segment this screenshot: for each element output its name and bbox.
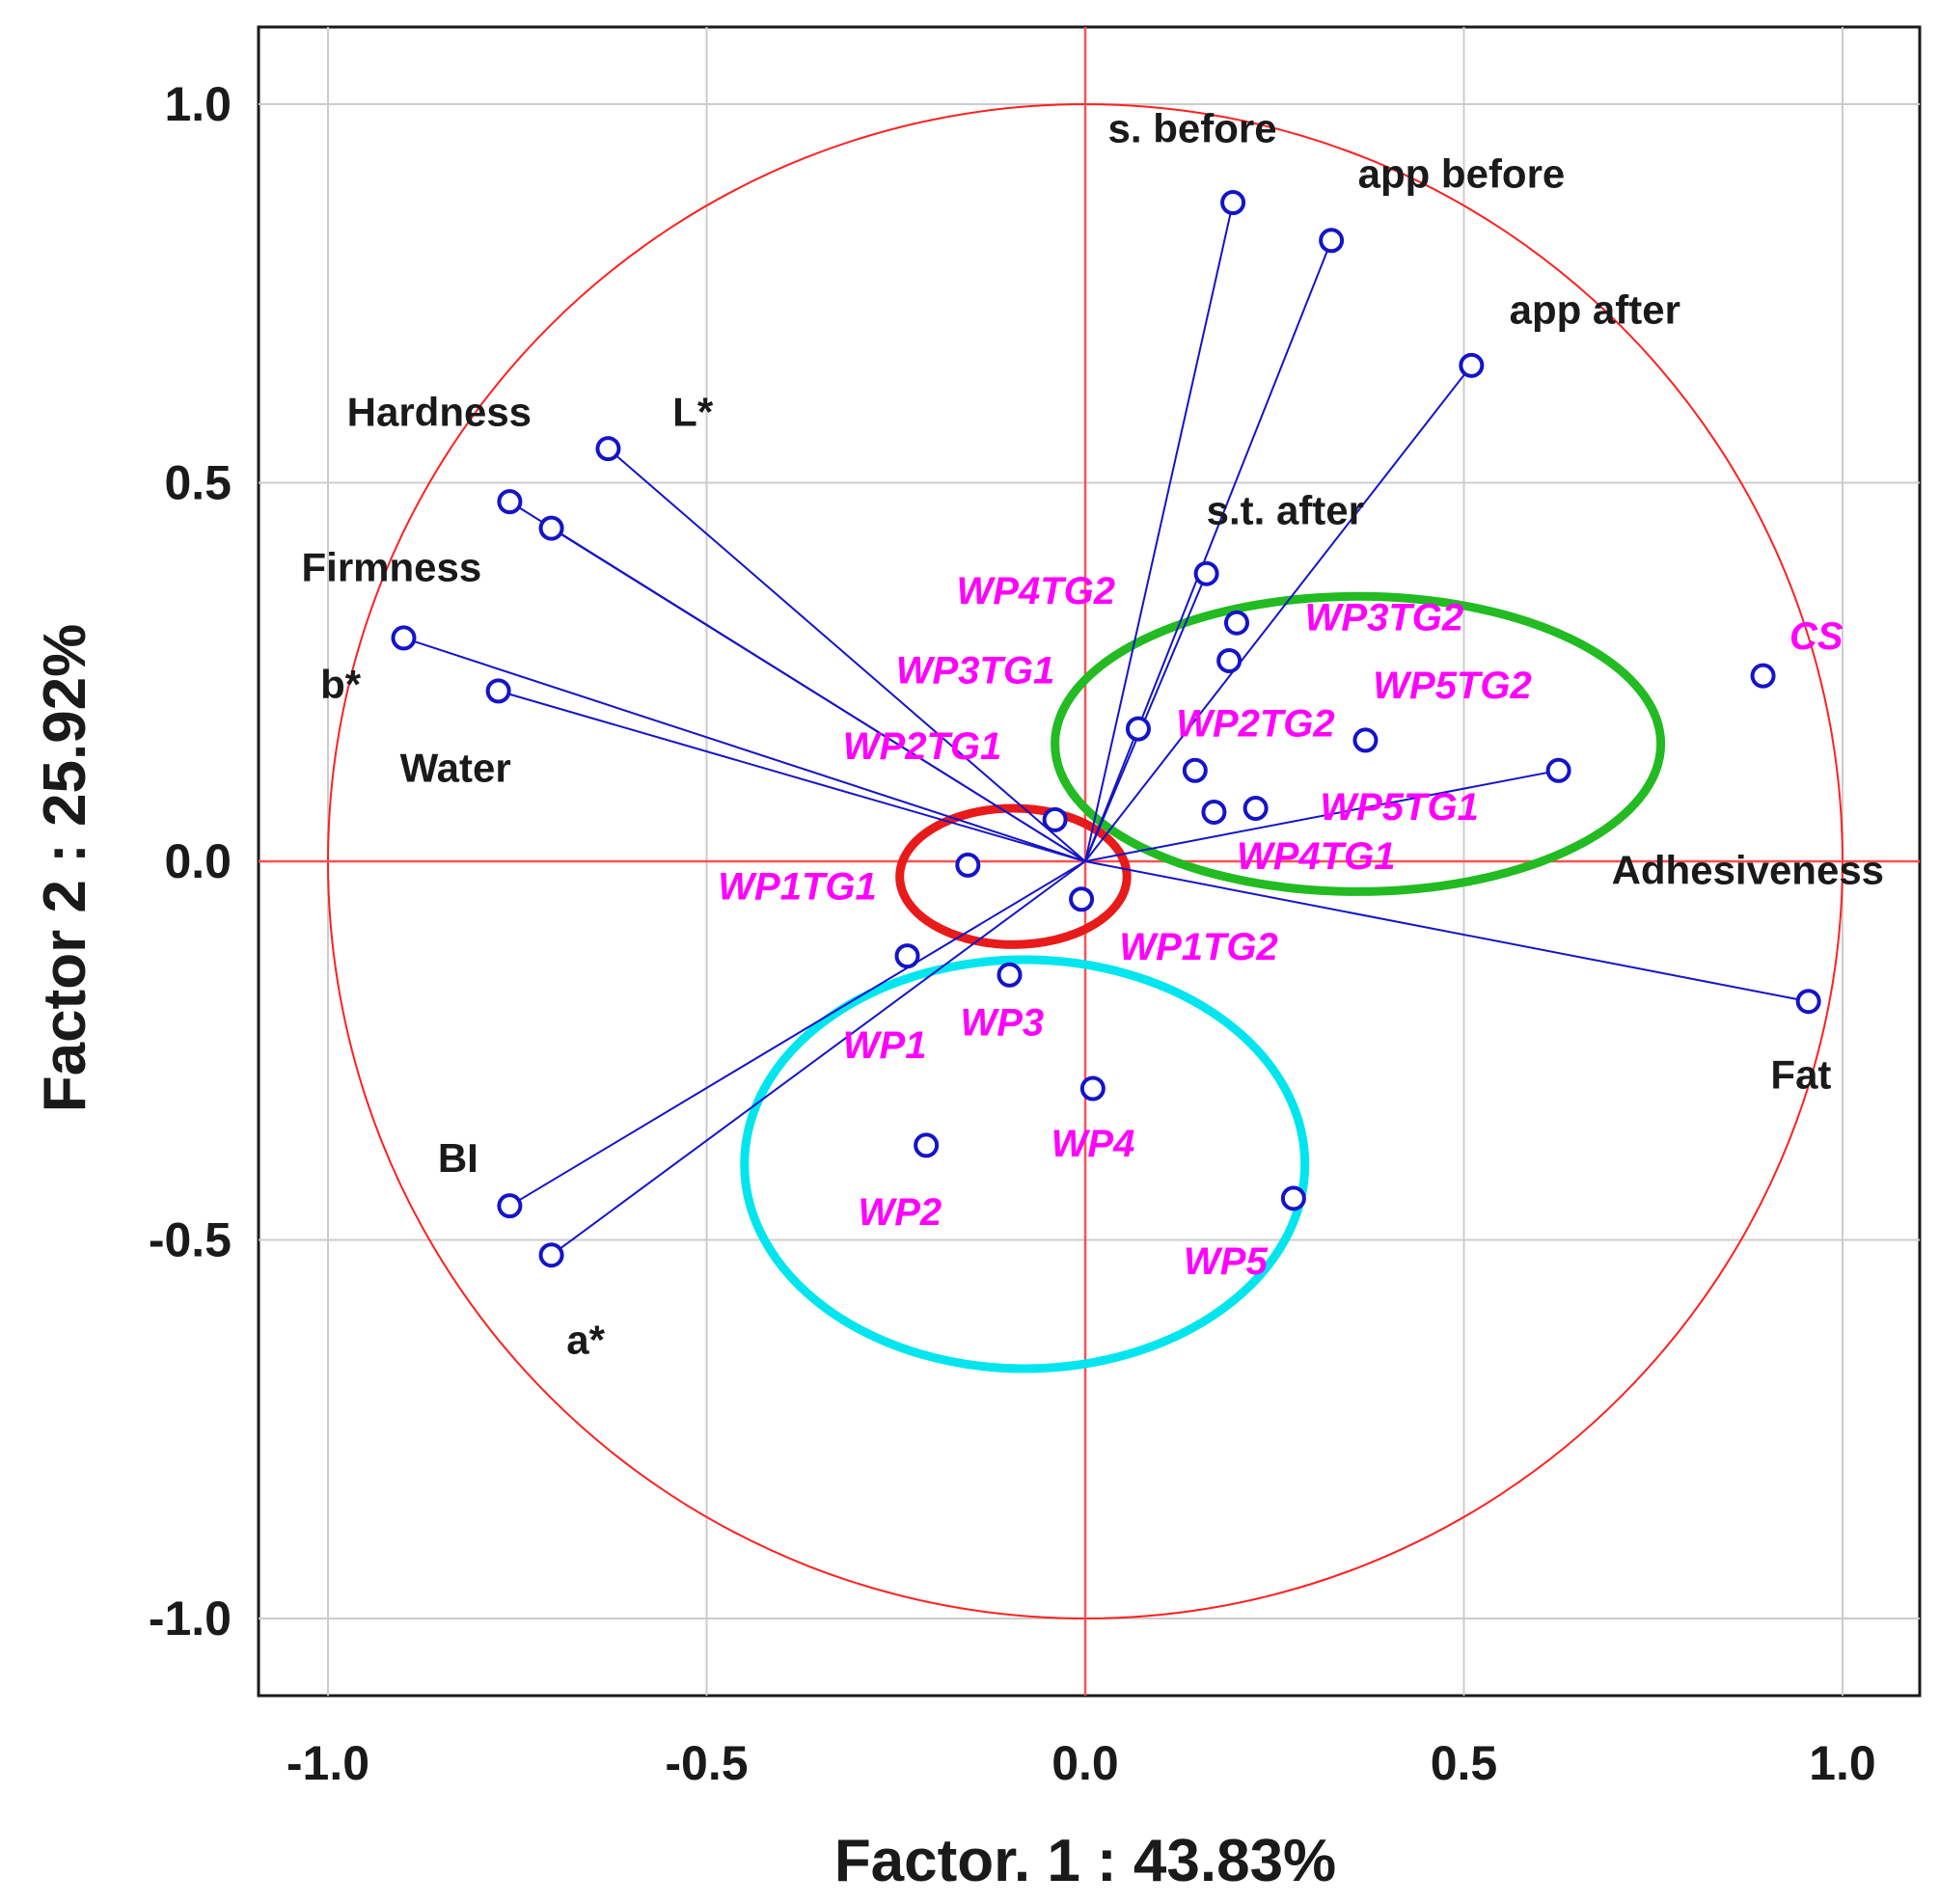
- treated-cluster-ellipse: [1051, 591, 1666, 896]
- vector-adhesiveness: [1084, 769, 1559, 862]
- sample-point-wp2tg1: [1182, 757, 1208, 783]
- vector-bi: [508, 860, 1086, 1208]
- loading-vectors: [403, 202, 1809, 1257]
- x-tick-label-0-5: 0.5: [1431, 1736, 1498, 1790]
- variable-label-s-t-after: s.t. after: [1207, 488, 1364, 533]
- vector-water: [498, 690, 1086, 862]
- variable-point-l: [595, 436, 621, 462]
- variable-point-s-before: [1220, 190, 1246, 216]
- y-tick-label-1-0: -1.0: [149, 1591, 232, 1646]
- variable-point-app-after: [1459, 352, 1485, 378]
- variable-point-bi: [497, 1193, 523, 1219]
- data-points: [391, 190, 1821, 1268]
- sample-point-wp4tg1: [1201, 799, 1227, 825]
- vector-fat: [1084, 860, 1809, 1003]
- variable-point-b: [391, 625, 417, 651]
- sample-point-cs: [1750, 663, 1776, 689]
- variable-label-app-after: app after: [1510, 287, 1680, 333]
- vector-s-before: [1084, 202, 1235, 862]
- sample-label-wp1: WP1: [843, 1024, 927, 1067]
- sample-point-wp1tg2: [1069, 886, 1095, 912]
- sample-label-wp5tg1: WP5TG1: [1320, 786, 1478, 829]
- sample-point-wp1: [894, 943, 920, 969]
- cluster-ellipses: [740, 591, 1666, 1374]
- sample-point-wp5: [1280, 1185, 1306, 1211]
- sample-point-wp2tg2: [1216, 647, 1243, 673]
- sample-point-wp5tg2: [1352, 727, 1379, 753]
- vector-app-before: [1084, 239, 1333, 862]
- variable-point-adhesiveness: [1545, 757, 1571, 783]
- vector-b: [403, 637, 1086, 862]
- vector-s-t-after: [1084, 573, 1208, 862]
- y-tick-label-0-5: -0.5: [149, 1213, 232, 1267]
- variable-label-water: Water: [400, 746, 511, 791]
- sample-label-cs: CS: [1789, 615, 1843, 658]
- vector-firmness: [551, 527, 1086, 862]
- sample-label-wp2: WP2: [859, 1191, 942, 1234]
- sample-label-wp4tg1: WP4TG1: [1237, 835, 1395, 878]
- variable-point-firmness: [538, 515, 564, 541]
- variable-point-fat: [1795, 989, 1821, 1015]
- sample-point-wp3: [997, 962, 1023, 988]
- y-tick-label-0-5: 0.5: [164, 456, 232, 510]
- y-tick-label-1-0: 1.0: [164, 77, 232, 131]
- variable-label-a: a*: [566, 1317, 605, 1362]
- variable-label-bi: BI: [438, 1135, 478, 1181]
- vector-l: [607, 448, 1086, 862]
- x-tick-label-1-0: -1.0: [287, 1736, 369, 1790]
- sample-label-wp1tg1: WP1TG1: [718, 865, 876, 908]
- vector-app-after: [1084, 365, 1473, 862]
- y-tick-label-0-0: 0.0: [164, 834, 232, 888]
- sample-label-wp4: WP4: [1051, 1123, 1135, 1165]
- variable-label-firmness: Firmness: [302, 545, 482, 590]
- sample-point-wp4tg2: [1125, 716, 1151, 742]
- x-tick-label-0-0: 0.0: [1051, 1736, 1119, 1790]
- vector-a: [550, 860, 1086, 1257]
- x-axis-title: Factor. 1 : 43.83%: [834, 1828, 1336, 1894]
- variable-label-fat: Fat: [1770, 1052, 1831, 1098]
- sample-label-wp4tg2: WP4TG2: [957, 570, 1115, 612]
- sample-point-wp3tg1: [1042, 806, 1068, 832]
- sample-label-wp3: WP3: [960, 1002, 1044, 1045]
- sample-label-wp3tg1: WP3TG1: [896, 650, 1054, 693]
- sample-point-wp5tg1: [1243, 796, 1269, 822]
- point-labels: s. before app before app after s.t. after Ha…: [302, 105, 1885, 1362]
- variable-point-app-before: [1319, 228, 1345, 254]
- x-tick-label-0-5: -0.5: [665, 1736, 748, 1790]
- variable-label-l: L*: [672, 390, 714, 435]
- sample-label-wp5tg2: WP5TG2: [1373, 665, 1531, 707]
- variable-label-app-before: app before: [1358, 150, 1566, 196]
- sample-label-wp1tg2: WP1TG2: [1119, 926, 1277, 968]
- variable-point-water: [485, 678, 511, 704]
- sample-point-wp1tg1: [955, 852, 981, 878]
- variable-label-s-before: s. before: [1108, 105, 1277, 150]
- variable-label-adhesiveness: Adhesiveness: [1612, 848, 1884, 893]
- tick-labels: -1.0 -0.5 0.0 0.5 1.0 1.0 0.5 0.0 -0.5 -1.0: [149, 77, 1876, 1790]
- raw-cluster-ellipse: [740, 955, 1310, 1374]
- variable-point-a: [538, 1242, 564, 1268]
- y-axis-title: Factor 2 : 25.92%: [32, 624, 98, 1113]
- sample-point-wp2: [914, 1132, 940, 1158]
- control-cluster-ellipse: [895, 803, 1132, 949]
- x-tick-label-1-0: 1.0: [1809, 1736, 1876, 1790]
- variable-point-s-t-after: [1193, 560, 1219, 586]
- sample-label-wp2tg1: WP2TG1: [843, 725, 1001, 768]
- sample-label-wp2tg2: WP2TG2: [1176, 702, 1334, 745]
- sample-label-wp5: WP5: [1184, 1240, 1268, 1283]
- variable-point-hardness: [497, 489, 523, 515]
- sample-label-wp3tg2: WP3TG2: [1305, 597, 1463, 639]
- variable-label-hardness: Hardness: [347, 390, 532, 435]
- variable-label-b: b*: [320, 662, 362, 707]
- sample-point-wp3tg2: [1224, 610, 1249, 636]
- sample-point-wp4: [1079, 1075, 1106, 1102]
